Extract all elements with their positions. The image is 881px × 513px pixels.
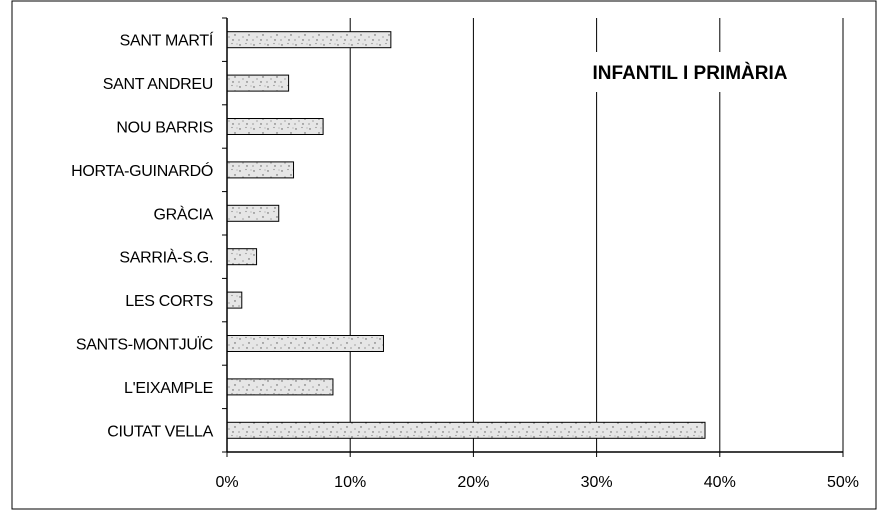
x-tick-label-10: 10% xyxy=(334,474,366,491)
bar-2 xyxy=(226,118,324,135)
title-background xyxy=(531,52,831,92)
category-label-3: HORTA-GUINARDÓ xyxy=(71,161,213,180)
category-label-2: NOU BARRIS xyxy=(116,120,213,137)
bar-8 xyxy=(226,378,334,396)
bar-3 xyxy=(226,161,295,179)
category-labels: SANT MARTÍ SANT ANDREU NOU BARRIS HORTA-GUI… xyxy=(71,31,214,441)
category-label-6: LES CORTS xyxy=(125,293,213,310)
category-label-8: L'EIXAMPLE xyxy=(124,380,213,397)
category-label-7: SANTS-MONTJUÏC xyxy=(76,336,213,354)
bar-1 xyxy=(226,74,290,92)
x-tick-label-0: 0% xyxy=(215,474,238,491)
x-tick-label-20: 20% xyxy=(457,474,489,491)
axes xyxy=(222,17,844,457)
bar-7 xyxy=(226,335,384,352)
bars xyxy=(226,31,706,439)
bar-4 xyxy=(226,204,280,222)
bar-0 xyxy=(226,31,392,49)
category-label-4: GRÀCIA xyxy=(153,204,213,223)
category-label-9: CIUTAT VELLA xyxy=(107,423,213,440)
x-tick-label-50: 50% xyxy=(827,474,859,491)
category-label-5: SARRIÀ-S.G. xyxy=(119,248,213,267)
bar-5 xyxy=(226,248,258,266)
category-label-0: SANT MARTÍ xyxy=(120,31,214,50)
tick-labels: 0% 10% 20% 30% 40% 50% xyxy=(215,474,859,491)
chart-title: INFANTIL I PRIMÀRIA xyxy=(593,62,788,84)
x-tick-label-40: 40% xyxy=(704,474,736,491)
x-tick-label-30: 30% xyxy=(581,474,613,491)
category-label-1: SANT ANDREU xyxy=(103,76,213,93)
bar-9 xyxy=(226,421,706,439)
bar-6 xyxy=(226,291,243,309)
